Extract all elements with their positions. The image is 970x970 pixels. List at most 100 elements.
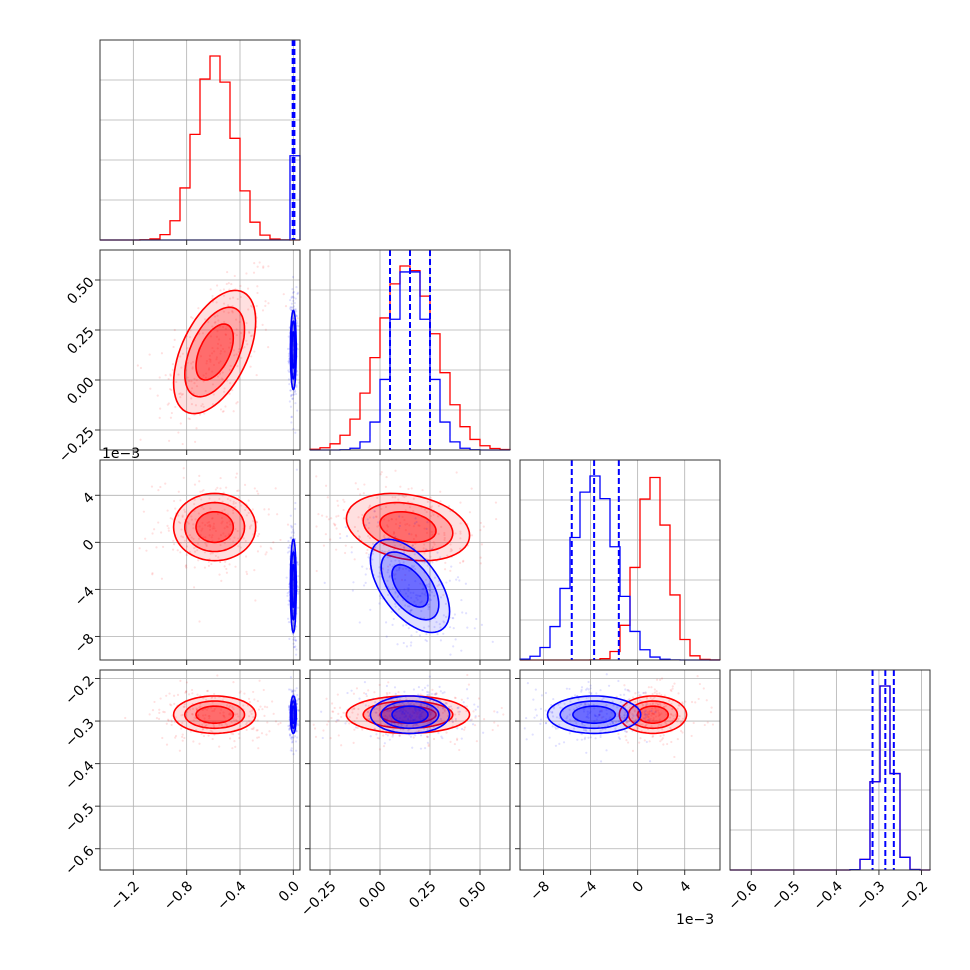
scatter-point xyxy=(590,693,593,696)
scatter-point xyxy=(245,728,248,731)
scatter-point xyxy=(183,705,186,708)
scatter-point xyxy=(344,526,347,529)
scatter-point xyxy=(162,710,165,713)
scatter-point xyxy=(477,714,480,718)
scatter-point xyxy=(153,528,156,531)
scatter-point xyxy=(296,373,299,377)
scatter-point xyxy=(548,736,551,739)
scatter-point xyxy=(223,565,226,568)
scatter-point xyxy=(394,692,397,695)
scatter-point xyxy=(456,727,459,730)
scatter-point xyxy=(461,560,465,563)
scatter-point xyxy=(237,545,240,548)
scatter-point xyxy=(644,720,647,723)
scatter-point xyxy=(167,527,170,530)
x-tick-label: 0.25 xyxy=(406,878,439,911)
scatter-point xyxy=(540,694,544,697)
scatter-point xyxy=(407,583,411,586)
scatter-point xyxy=(297,697,300,701)
scatter-point xyxy=(588,691,591,694)
scatter-point xyxy=(382,734,385,737)
scatter-point xyxy=(662,734,665,737)
scatter-point xyxy=(226,497,229,501)
x-tick-label: −1.2 xyxy=(108,878,143,913)
scatter-point xyxy=(423,552,426,555)
scatter-point xyxy=(203,318,207,321)
scatter-point xyxy=(433,576,437,579)
scatter-point xyxy=(223,716,226,719)
scatter-point xyxy=(287,360,290,363)
scatter-point xyxy=(207,320,210,324)
scatter-point xyxy=(410,487,413,490)
scatter-point xyxy=(205,708,209,711)
scatter-point xyxy=(192,586,196,589)
scatter-point xyxy=(469,719,472,722)
scatter-point xyxy=(209,360,212,363)
scatter-point xyxy=(161,736,164,740)
scatter-point xyxy=(211,294,214,298)
y-tick-label: −0.25 xyxy=(56,424,98,466)
scatter-point xyxy=(190,536,193,539)
scatter-point xyxy=(244,723,248,726)
scatter-point xyxy=(425,639,428,643)
scatter-point xyxy=(539,722,542,725)
scatter-point xyxy=(189,329,192,332)
scatter-point xyxy=(397,568,401,571)
scatter-point xyxy=(238,736,241,740)
scatter-point xyxy=(226,724,229,727)
scatter-point xyxy=(148,353,151,356)
scatter-point xyxy=(587,680,590,684)
scatter-point xyxy=(413,522,416,525)
scatter-point xyxy=(160,352,164,355)
scatter-point xyxy=(429,505,432,508)
scatter-point xyxy=(384,732,388,736)
scatter-point xyxy=(367,506,370,509)
scatter-point xyxy=(292,623,295,626)
scatter-point xyxy=(452,645,455,648)
scatter-point xyxy=(245,339,248,342)
scatter-point xyxy=(397,608,401,611)
scatter-point xyxy=(532,698,535,701)
frame-layer xyxy=(99,39,931,871)
scatter-point xyxy=(224,535,227,538)
scatter-point xyxy=(230,282,233,286)
scatter-point xyxy=(257,532,261,536)
scatter-point xyxy=(250,355,253,358)
scatter-point xyxy=(214,554,217,558)
scatter-point xyxy=(436,515,440,518)
scatter-point xyxy=(580,738,583,741)
scatter-point xyxy=(297,325,300,328)
scatter-point xyxy=(257,747,260,750)
scatter-point xyxy=(473,724,477,727)
scatter-point xyxy=(291,690,294,693)
scatter-point xyxy=(428,605,431,609)
scatter-point xyxy=(427,608,430,611)
x-tick-label: 0.0 xyxy=(276,878,303,905)
scatter-point xyxy=(351,589,354,592)
scatter-point xyxy=(267,346,270,349)
scatter-point xyxy=(385,475,388,479)
scatter-point xyxy=(411,544,415,547)
scatter-point xyxy=(289,536,292,539)
scatter-point xyxy=(289,736,292,739)
scatter-point xyxy=(443,531,446,535)
scatter-point xyxy=(544,709,547,712)
scatter-point xyxy=(287,603,290,606)
scatter-series-0 xyxy=(136,261,299,446)
scatter-point xyxy=(197,559,200,562)
scatter-point xyxy=(399,521,402,524)
scatter-point xyxy=(206,689,210,692)
scatter-point xyxy=(192,360,195,364)
scatter-point xyxy=(445,701,448,704)
scatter-point xyxy=(222,532,225,535)
scatter-point xyxy=(222,294,226,297)
scatter-point xyxy=(156,394,159,397)
scatter-point xyxy=(243,345,246,349)
scatter-point xyxy=(434,693,437,696)
scatter-point xyxy=(237,537,240,540)
scatter-point xyxy=(327,518,331,521)
scatter-point xyxy=(232,502,235,505)
scatter-point xyxy=(191,713,194,716)
scatter-point xyxy=(355,687,359,690)
scatter-point xyxy=(285,576,288,579)
